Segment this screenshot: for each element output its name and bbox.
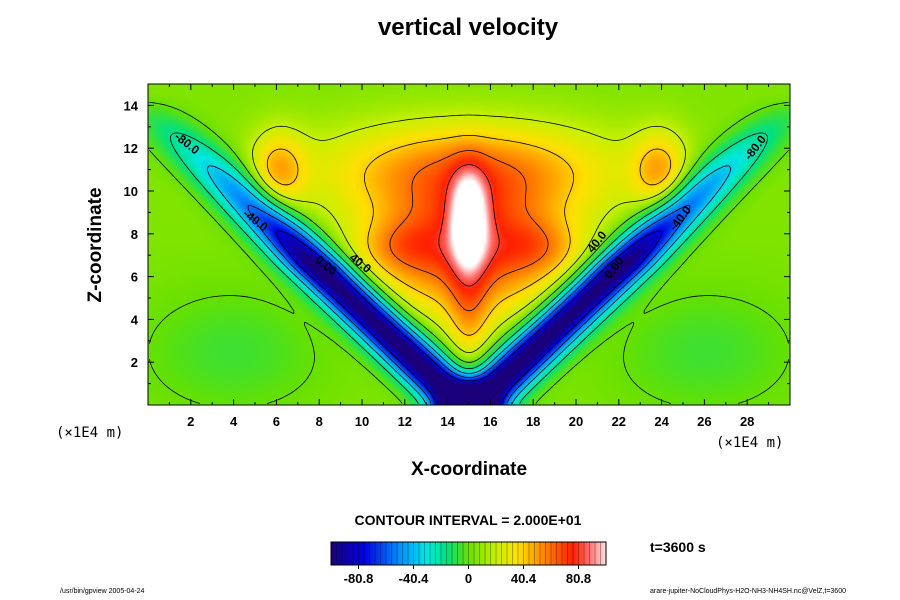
x-axis-unit-right: (×1E4 m) [716,435,784,451]
x-tick-label: 10 [355,414,369,429]
x-tick-label: 8 [316,414,323,429]
y-axis-title: Z-coordinate [85,187,106,303]
colorbar-tick-label: 0 [465,571,472,586]
y-tick-label: 2 [131,355,138,370]
contour-interval-label: CONTOUR INTERVAL = 2.000E+01 [354,512,582,528]
x-tick-label: 6 [273,414,280,429]
colorbar: -80.8 -40.4 0 40.4 80.8 [330,541,607,586]
colorbar-tick-label: 40.4 [511,571,537,586]
x-tick-label: 18 [526,414,540,429]
colorbar-tick-label: -40.4 [399,571,429,586]
x-tick-label: 2 [187,414,194,429]
x-tick-label: 12 [398,414,412,429]
y-axis: 2 4 6 8 10 12 14 [124,98,790,385]
x-axis: 2 4 6 8 10 12 14 16 18 20 22 24 26 28 [168,84,770,429]
x-tick-label: 20 [569,414,583,429]
contour-lines [149,102,789,404]
contour--20 [170,132,768,404]
x-tick-label: 4 [230,414,238,429]
y-tick-label: 12 [124,141,138,156]
y-tick-label: 14 [124,98,139,113]
colorbar-tick-label: -80.8 [344,571,374,586]
x-tick-label: 24 [654,414,669,429]
colorbar-tick-label: 80.8 [566,571,591,586]
chart-title: vertical velocity [377,14,559,41]
y-tick-label: 4 [131,312,139,327]
x-tick-label: 28 [740,414,754,429]
footer-left: /usr/bin/gpview 2005-04-24 [60,588,145,595]
colorbar-divisions [336,542,601,565]
velocity-field-image [148,84,790,405]
contour--60 [247,205,691,404]
contour-40 [266,135,672,336]
contour-0 [149,102,789,404]
contour--40 [206,165,732,404]
contour-80 [438,164,500,287]
x-tick-label: 22 [612,414,626,429]
x-axis-unit-left: (×1E4 m) [56,425,124,441]
footer-right: arare-jupiter-NoCloudPhys-H2O-NH3-NH4SH.… [650,588,846,595]
colorbar-ticks: -80.8 -40.4 0 40.4 80.8 [344,565,591,586]
x-axis-title: X-coordinate [410,459,528,480]
x-tick-label: 26 [697,414,711,429]
contour--80 [276,230,662,404]
contour-60 [389,150,549,312]
x-tick-label: 16 [483,414,497,429]
y-tick-label: 8 [131,227,138,242]
y-tick-label: 6 [131,270,138,285]
time-label: t=3600 s [650,539,706,555]
x-tick-label: 14 [440,414,455,429]
contour-20 [252,114,686,353]
y-tick-label: 10 [124,184,138,199]
